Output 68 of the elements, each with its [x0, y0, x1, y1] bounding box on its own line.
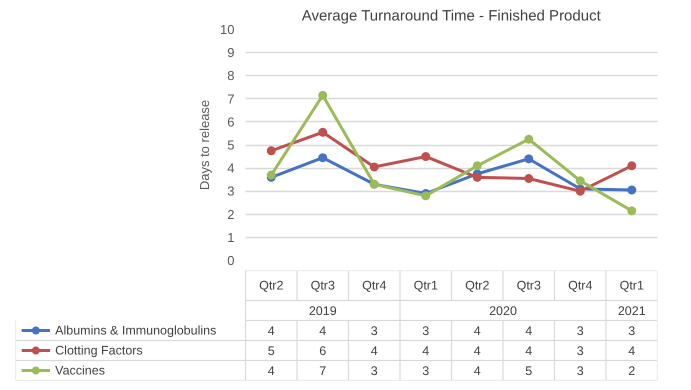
x-tick-label: Qtr2	[465, 278, 490, 292]
legend-label: Vaccines	[55, 364, 105, 378]
x-tick-label: Qtr3	[516, 278, 541, 292]
y-tick-label: 3	[227, 184, 235, 199]
point	[524, 174, 534, 183]
y-tick-label: 6	[227, 114, 235, 130]
y-tick-label: 8	[227, 68, 235, 84]
data-label: 4	[370, 344, 378, 358]
data-label: 4	[474, 344, 481, 358]
data-label: 4	[319, 324, 326, 338]
data-label: 3	[370, 364, 378, 378]
point	[318, 90, 328, 100]
data-label: 7	[319, 364, 326, 378]
point	[472, 161, 482, 170]
data-label: 4	[268, 364, 275, 378]
y-tick-label: 4	[227, 160, 235, 176]
data-label: 6	[319, 344, 326, 358]
legend-label: Clotting Factors	[55, 344, 143, 358]
data-label: 5	[268, 344, 275, 358]
point	[627, 161, 636, 170]
x-tick-label: Qtr4	[362, 278, 386, 292]
data-label: 3	[576, 364, 584, 378]
data-label: 3	[422, 364, 430, 378]
y-tick-label: 10	[220, 22, 235, 37]
data-label: 5	[525, 364, 532, 378]
x-tick-label: Qtr4	[568, 278, 592, 292]
data-label: 4	[525, 344, 532, 358]
data-label: 4	[628, 344, 636, 358]
y-tick-label: 1	[227, 230, 235, 245]
data-label: 3	[628, 324, 636, 338]
point	[627, 206, 636, 216]
legend-label: Albumins & Immunoglobulins	[55, 324, 216, 338]
point	[576, 176, 585, 186]
x-tick-label: Qtr3	[310, 278, 335, 292]
point	[524, 154, 534, 164]
data-label: 4	[525, 324, 532, 338]
point	[524, 134, 534, 144]
data-label: 3	[370, 324, 378, 338]
point	[370, 162, 379, 172]
point	[421, 191, 430, 200]
x-tick-label: Qtr1	[620, 278, 644, 292]
y-tick-label: 7	[227, 91, 235, 106]
x-tick-label: Qtr2	[259, 278, 284, 292]
y-tick-label: 0	[227, 253, 235, 268]
point	[318, 128, 328, 137]
y-tick-label: 9	[227, 45, 235, 60]
data-label: 4	[474, 364, 481, 378]
data-label: 3	[576, 324, 584, 338]
point	[472, 172, 482, 182]
point	[421, 152, 430, 162]
point	[576, 186, 585, 196]
data-label: 3	[422, 324, 430, 338]
data-label: 4	[474, 324, 481, 338]
point	[318, 153, 328, 162]
y-axis-title: Days to release	[197, 100, 212, 190]
point	[266, 146, 276, 156]
y-tick-label: 5	[227, 138, 235, 152]
text: 2021	[618, 304, 646, 318]
data-label: 3	[576, 344, 584, 358]
data-label: 4	[422, 344, 430, 358]
chart-title: Average Turnaround Time - Finished Product	[302, 8, 602, 24]
data-label: 2	[628, 364, 636, 378]
x-tick-label: Qtr1	[414, 278, 438, 292]
text: 2019	[308, 304, 337, 318]
point	[627, 186, 636, 195]
text: 2020	[489, 304, 517, 318]
y-tick-label: 2	[227, 206, 235, 222]
data-label: 4	[268, 324, 275, 338]
